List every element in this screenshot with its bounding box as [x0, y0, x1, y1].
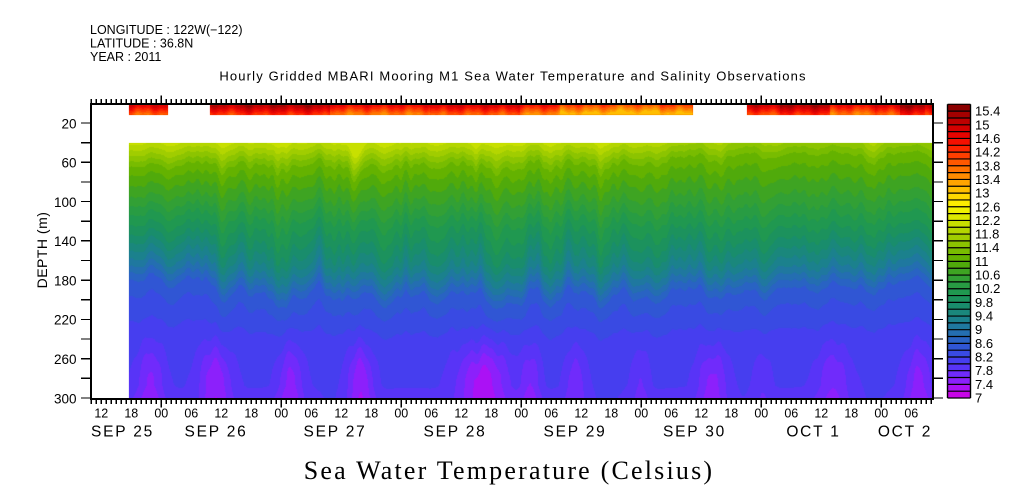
svg-text:YEAR : 2011: YEAR : 2011	[90, 50, 161, 64]
svg-text:18: 18	[484, 407, 498, 421]
svg-text:SEP 25: SEP 25	[91, 424, 154, 441]
svg-text:12: 12	[814, 407, 828, 421]
svg-text:7: 7	[975, 391, 982, 406]
svg-text:06: 06	[184, 407, 198, 421]
svg-text:SEP 30: SEP 30	[663, 424, 726, 441]
svg-text:14.6: 14.6	[975, 131, 1000, 146]
svg-text:10.6: 10.6	[975, 268, 1000, 283]
svg-text:10.2: 10.2	[975, 281, 1000, 296]
svg-text:9.4: 9.4	[975, 309, 993, 324]
svg-text:60: 60	[61, 156, 76, 171]
svg-text:12: 12	[694, 407, 708, 421]
svg-text:12: 12	[94, 407, 108, 421]
svg-text:06: 06	[424, 407, 438, 421]
svg-text:OCT 1: OCT 1	[786, 424, 840, 441]
svg-text:18: 18	[244, 407, 258, 421]
svg-text:180: 180	[54, 273, 77, 288]
svg-text:18: 18	[724, 407, 738, 421]
svg-text:12: 12	[214, 407, 228, 421]
svg-text:06: 06	[904, 407, 918, 421]
svg-text:12: 12	[454, 407, 468, 421]
svg-text:LATITUDE : 36.8N: LATITUDE : 36.8N	[90, 37, 193, 51]
svg-text:12.6: 12.6	[975, 199, 1000, 214]
svg-text:Hourly Gridded MBARI Mooring M: Hourly Gridded MBARI Mooring M1 Sea Wate…	[219, 69, 806, 84]
svg-text:11.8: 11.8	[975, 227, 999, 242]
svg-text:00: 00	[514, 407, 528, 421]
svg-text:300: 300	[54, 391, 77, 406]
svg-text:18: 18	[844, 407, 858, 421]
svg-text:00: 00	[874, 407, 888, 421]
svg-text:11.4: 11.4	[975, 240, 999, 255]
svg-text:DEPTH (m): DEPTH (m)	[34, 212, 50, 289]
svg-text:LONGITUDE : 122W(−122): LONGITUDE : 122W(−122)	[90, 23, 242, 37]
svg-text:7.8: 7.8	[975, 363, 993, 378]
svg-text:100: 100	[54, 195, 77, 210]
svg-text:15.4: 15.4	[975, 104, 1000, 119]
svg-text:18: 18	[604, 407, 618, 421]
svg-text:SEP 27: SEP 27	[303, 424, 366, 441]
svg-text:13.4: 13.4	[975, 172, 1000, 187]
svg-text:06: 06	[784, 407, 798, 421]
svg-text:SEP 26: SEP 26	[184, 424, 247, 441]
svg-text:06: 06	[304, 407, 318, 421]
svg-text:00: 00	[754, 407, 768, 421]
svg-text:260: 260	[54, 352, 77, 367]
svg-text:00: 00	[274, 407, 288, 421]
svg-text:11: 11	[975, 254, 989, 269]
svg-text:12: 12	[574, 407, 588, 421]
svg-text:SEP 28: SEP 28	[423, 424, 486, 441]
svg-text:12.2: 12.2	[975, 213, 1000, 228]
svg-text:140: 140	[54, 234, 77, 249]
svg-text:220: 220	[54, 313, 77, 328]
svg-text:18: 18	[364, 407, 378, 421]
svg-text:7.4: 7.4	[975, 377, 993, 392]
svg-text:00: 00	[394, 407, 408, 421]
svg-text:14.2: 14.2	[975, 145, 1000, 160]
svg-text:06: 06	[544, 407, 558, 421]
svg-text:13: 13	[975, 186, 989, 201]
svg-text:Sea Water Temperature (Celsius: Sea Water Temperature (Celsius)	[304, 456, 715, 485]
svg-text:20: 20	[61, 116, 76, 131]
svg-text:SEP 29: SEP 29	[543, 424, 606, 441]
svg-text:OCT 2: OCT 2	[878, 424, 932, 441]
svg-text:13.8: 13.8	[975, 158, 1000, 173]
svg-text:15: 15	[975, 117, 989, 132]
svg-text:9: 9	[975, 322, 982, 337]
svg-text:00: 00	[634, 407, 648, 421]
svg-text:00: 00	[154, 407, 168, 421]
svg-text:9.8: 9.8	[975, 295, 993, 310]
svg-text:06: 06	[664, 407, 678, 421]
svg-text:8.2: 8.2	[975, 350, 993, 365]
svg-text:12: 12	[334, 407, 348, 421]
svg-text:18: 18	[124, 407, 138, 421]
svg-text:8.6: 8.6	[975, 336, 993, 351]
